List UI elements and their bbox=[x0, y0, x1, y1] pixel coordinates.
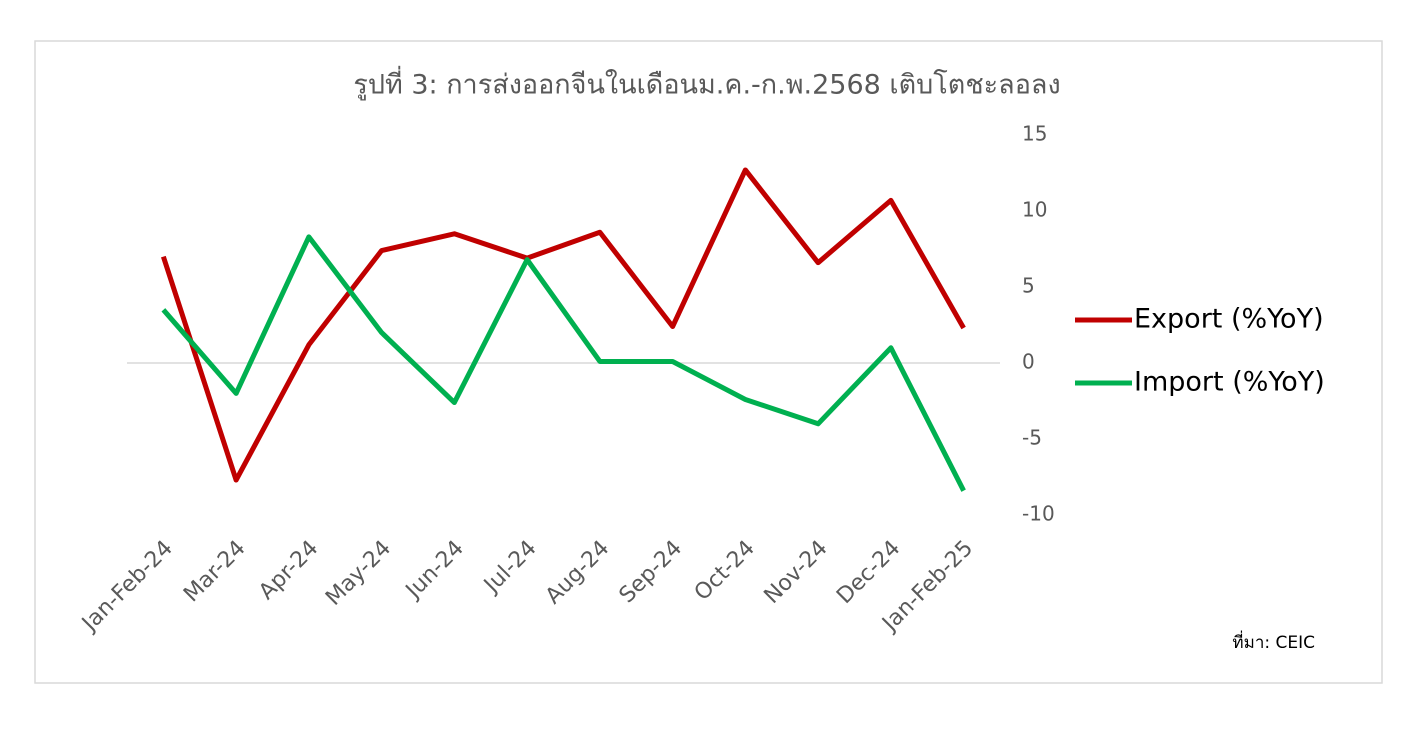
legend-label: Import (%YoY) bbox=[1134, 367, 1325, 398]
y-tick-label: 10 bbox=[1022, 198, 1047, 222]
chart-frame bbox=[34, 40, 1383, 684]
source-note: ที่มา: CEIC bbox=[1232, 630, 1315, 653]
series-line bbox=[161, 234, 966, 492]
chart-title: รูปที่ 3: การส่งออกจีนในเดือนม.ค.-ก.พ.25… bbox=[353, 66, 1060, 101]
y-tick-label: 0 bbox=[1022, 350, 1035, 374]
y-tick-label: -5 bbox=[1022, 426, 1042, 450]
series-line bbox=[160, 167, 966, 483]
legend-label: Export (%YoY) bbox=[1134, 304, 1324, 335]
y-tick-label: 5 bbox=[1022, 274, 1035, 298]
y-tick-label: -10 bbox=[1022, 502, 1055, 526]
y-tick-label: 15 bbox=[1022, 122, 1047, 146]
